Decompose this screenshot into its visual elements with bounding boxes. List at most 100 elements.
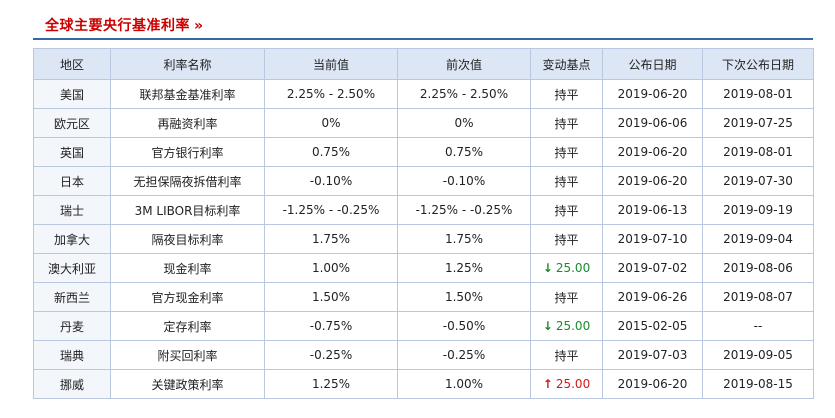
table-row: 加拿大 隔夜目标利率 1.75% 1.75% 持平 2019-07-10 2019-09-0… [33, 224, 814, 254]
column-header-change: 变动基点 [530, 48, 603, 80]
table-row: 新西兰 官方现金利率 1.50% 1.50% 持平 2019-06-26 2019-08-0… [33, 282, 814, 312]
cell-previous: 2.25% - 2.50% [397, 79, 531, 109]
cell-date: 2019-07-02 [602, 253, 703, 283]
cell-current: 1.00% [264, 253, 398, 283]
arrow-up-icon: ↑ [542, 377, 553, 391]
cell-date: 2019-07-03 [602, 340, 703, 370]
column-header-previous: 前次值 [397, 48, 531, 80]
cell-change: 持平 [530, 166, 603, 196]
cell-rate-name: 现金利率 [110, 253, 265, 283]
cell-current: -0.25% [264, 340, 398, 370]
cell-date: 2019-06-20 [602, 369, 703, 399]
cell-region: 英国 [33, 137, 111, 167]
cell-rate-name: 定存利率 [110, 311, 265, 341]
change-value: 持平 [554, 232, 579, 247]
cell-rate-name: 附买回利率 [110, 340, 265, 370]
cell-region: 新西兰 [33, 282, 111, 312]
cell-previous: 1.50% [397, 282, 531, 312]
cell-current: -0.75% [264, 311, 398, 341]
cell-date: 2015-02-05 [602, 311, 703, 341]
cell-next-date: 2019-08-07 [702, 282, 814, 312]
cell-previous: -0.50% [397, 311, 531, 341]
cell-change: 持平 [530, 79, 603, 109]
section-title: 全球主要央行基准利率 [45, 18, 190, 34]
cell-date: 2019-07-10 [602, 224, 703, 254]
cell-region: 澳大利亚 [33, 253, 111, 283]
column-header-region: 地区 [33, 48, 111, 80]
cell-previous: 0% [397, 108, 531, 138]
cell-current: 0% [264, 108, 398, 138]
cell-current: -0.10% [264, 166, 398, 196]
cell-region: 欧元区 [33, 108, 111, 138]
cell-region: 美国 [33, 79, 111, 109]
table-row: 美国 联邦基金基准利率 2.25% - 2.50% 2.25% - 2.50% 持平 20… [33, 79, 814, 109]
cell-next-date: 2019-08-06 [702, 253, 814, 283]
cell-date: 2019-06-20 [602, 137, 703, 167]
cell-next-date: 2019-07-30 [702, 166, 814, 196]
cell-rate-name: 联邦基金基准利率 [110, 79, 265, 109]
cell-change: 持平 [530, 137, 603, 167]
change-value: 25.00 [555, 377, 591, 391]
cell-date: 2019-06-20 [602, 166, 703, 196]
cell-date: 2019-06-06 [602, 108, 703, 138]
table-header-row: 地区 利率名称 当前值 前次值 变动基点 公布日期 下次公布日期 [33, 48, 814, 80]
cell-change: ↓ 25.00 [530, 253, 603, 283]
change-value: 持平 [554, 290, 579, 305]
central-bank-rates-table: 地区 利率名称 当前值 前次值 变动基点 公布日期 下次公布日期 美国 联邦基金基… [33, 48, 814, 399]
cell-region: 加拿大 [33, 224, 111, 254]
cell-region: 挪威 [33, 369, 111, 399]
table-row: 日本 无担保隔夜拆借利率 -0.10% -0.10% 持平 2019-06-20 2019-… [33, 166, 814, 196]
table-row: 瑞士 3M LIBOR目标利率 -1.25% - -0.25% -1.25% - -0… [33, 195, 814, 225]
cell-date: 2019-06-20 [602, 79, 703, 109]
change-value: 持平 [554, 145, 579, 160]
cell-previous: -0.10% [397, 166, 531, 196]
cell-current: 0.75% [264, 137, 398, 167]
arrow-down-icon: ↓ [542, 261, 553, 275]
table-row: 澳大利亚 现金利率 1.00% 1.25% ↓ 25.00 2019-07-02 2019-0… [33, 253, 814, 283]
cell-previous: 1.00% [397, 369, 531, 399]
section-header: 全球主要央行基准利率» [33, 0, 813, 40]
cell-previous: 1.25% [397, 253, 531, 283]
cell-rate-name: 无担保隔夜拆借利率 [110, 166, 265, 196]
cell-next-date: 2019-08-01 [702, 137, 814, 167]
cell-rate-name: 再融资利率 [110, 108, 265, 138]
column-header-current: 当前值 [264, 48, 398, 80]
cell-current: -1.25% - -0.25% [264, 195, 398, 225]
cell-next-date: 2019-08-15 [702, 369, 814, 399]
cell-previous: 0.75% [397, 137, 531, 167]
change-value: 持平 [554, 348, 579, 363]
cell-change: 持平 [530, 340, 603, 370]
change-value: 持平 [554, 174, 579, 189]
cell-date: 2019-06-13 [602, 195, 703, 225]
cell-rate-name: 3M LIBOR目标利率 [110, 195, 265, 225]
cell-region: 瑞典 [33, 340, 111, 370]
column-header-date: 公布日期 [602, 48, 703, 80]
cell-current: 1.75% [264, 224, 398, 254]
section-title-link[interactable]: 全球主要央行基准利率» [45, 15, 204, 35]
change-value: 持平 [554, 116, 579, 131]
cell-change: 持平 [530, 224, 603, 254]
column-header-rate-name: 利率名称 [110, 48, 265, 80]
cell-change: 持平 [530, 108, 603, 138]
cell-current: 2.25% - 2.50% [264, 79, 398, 109]
change-value: 25.00 [555, 319, 591, 333]
cell-next-date: 2019-09-04 [702, 224, 814, 254]
table-row: 欧元区 再融资利率 0% 0% 持平 2019-06-06 2019-07-25 [33, 108, 814, 138]
cell-change: 持平 [530, 282, 603, 312]
column-header-next-date: 下次公布日期 [702, 48, 814, 80]
change-value: 25.00 [555, 261, 591, 275]
cell-current: 1.25% [264, 369, 398, 399]
cell-current: 1.50% [264, 282, 398, 312]
cell-previous: 1.75% [397, 224, 531, 254]
cell-change: 持平 [530, 195, 603, 225]
table-row: 瑞典 附买回利率 -0.25% -0.25% 持平 2019-07-03 2019-09-0… [33, 340, 814, 370]
cell-region: 日本 [33, 166, 111, 196]
cell-region: 丹麦 [33, 311, 111, 341]
cell-next-date: -- [702, 311, 814, 341]
table-row: 挪威 关键政策利率 1.25% 1.00% ↑ 25.00 2019-06-20 2019-0… [33, 369, 814, 399]
arrow-down-icon: ↓ [542, 319, 553, 333]
cell-rate-name: 关键政策利率 [110, 369, 265, 399]
cell-next-date: 2019-09-19 [702, 195, 814, 225]
cell-rate-name: 隔夜目标利率 [110, 224, 265, 254]
cell-date: 2019-06-26 [602, 282, 703, 312]
